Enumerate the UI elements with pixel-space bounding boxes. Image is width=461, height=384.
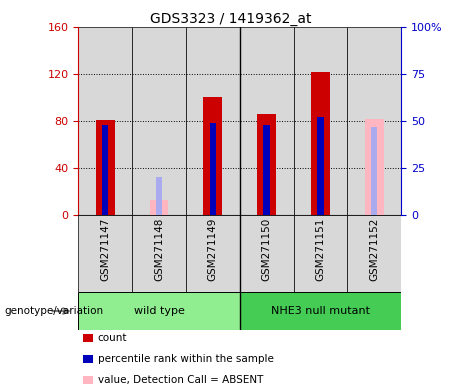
Bar	[317, 117, 324, 215]
Bar	[102, 125, 108, 215]
Bar	[347, 215, 401, 292]
Text: GSM271149: GSM271149	[208, 218, 218, 281]
Text: GSM271147: GSM271147	[100, 218, 110, 281]
Text: GSM271151: GSM271151	[315, 218, 325, 281]
Bar	[263, 125, 270, 215]
Bar	[156, 177, 162, 215]
Text: wild type: wild type	[134, 306, 184, 316]
Text: percentile rank within the sample: percentile rank within the sample	[98, 354, 274, 364]
Bar	[132, 215, 186, 292]
Bar	[240, 27, 294, 215]
Text: count: count	[98, 333, 127, 343]
Bar	[311, 71, 330, 215]
Text: GSM271148: GSM271148	[154, 218, 164, 281]
Bar	[78, 215, 132, 292]
Text: GSM271150: GSM271150	[261, 218, 272, 281]
Bar	[371, 127, 378, 215]
Bar	[257, 114, 276, 215]
Text: genotype/variation: genotype/variation	[5, 306, 104, 316]
Bar	[78, 292, 240, 330]
Text: GSM271152: GSM271152	[369, 218, 379, 281]
Bar	[347, 27, 401, 215]
Bar	[294, 215, 347, 292]
Bar	[186, 215, 240, 292]
Bar	[210, 123, 216, 215]
Bar	[186, 27, 240, 215]
Bar	[78, 27, 132, 215]
Bar	[132, 27, 186, 215]
Bar	[96, 120, 115, 215]
Bar	[240, 215, 294, 292]
Bar	[240, 292, 401, 330]
Bar	[150, 200, 168, 215]
Text: GDS3323 / 1419362_at: GDS3323 / 1419362_at	[150, 12, 311, 25]
Bar	[294, 27, 347, 215]
Text: value, Detection Call = ABSENT: value, Detection Call = ABSENT	[98, 375, 263, 384]
Bar	[365, 119, 384, 215]
Bar	[203, 98, 222, 215]
Text: NHE3 null mutant: NHE3 null mutant	[271, 306, 370, 316]
